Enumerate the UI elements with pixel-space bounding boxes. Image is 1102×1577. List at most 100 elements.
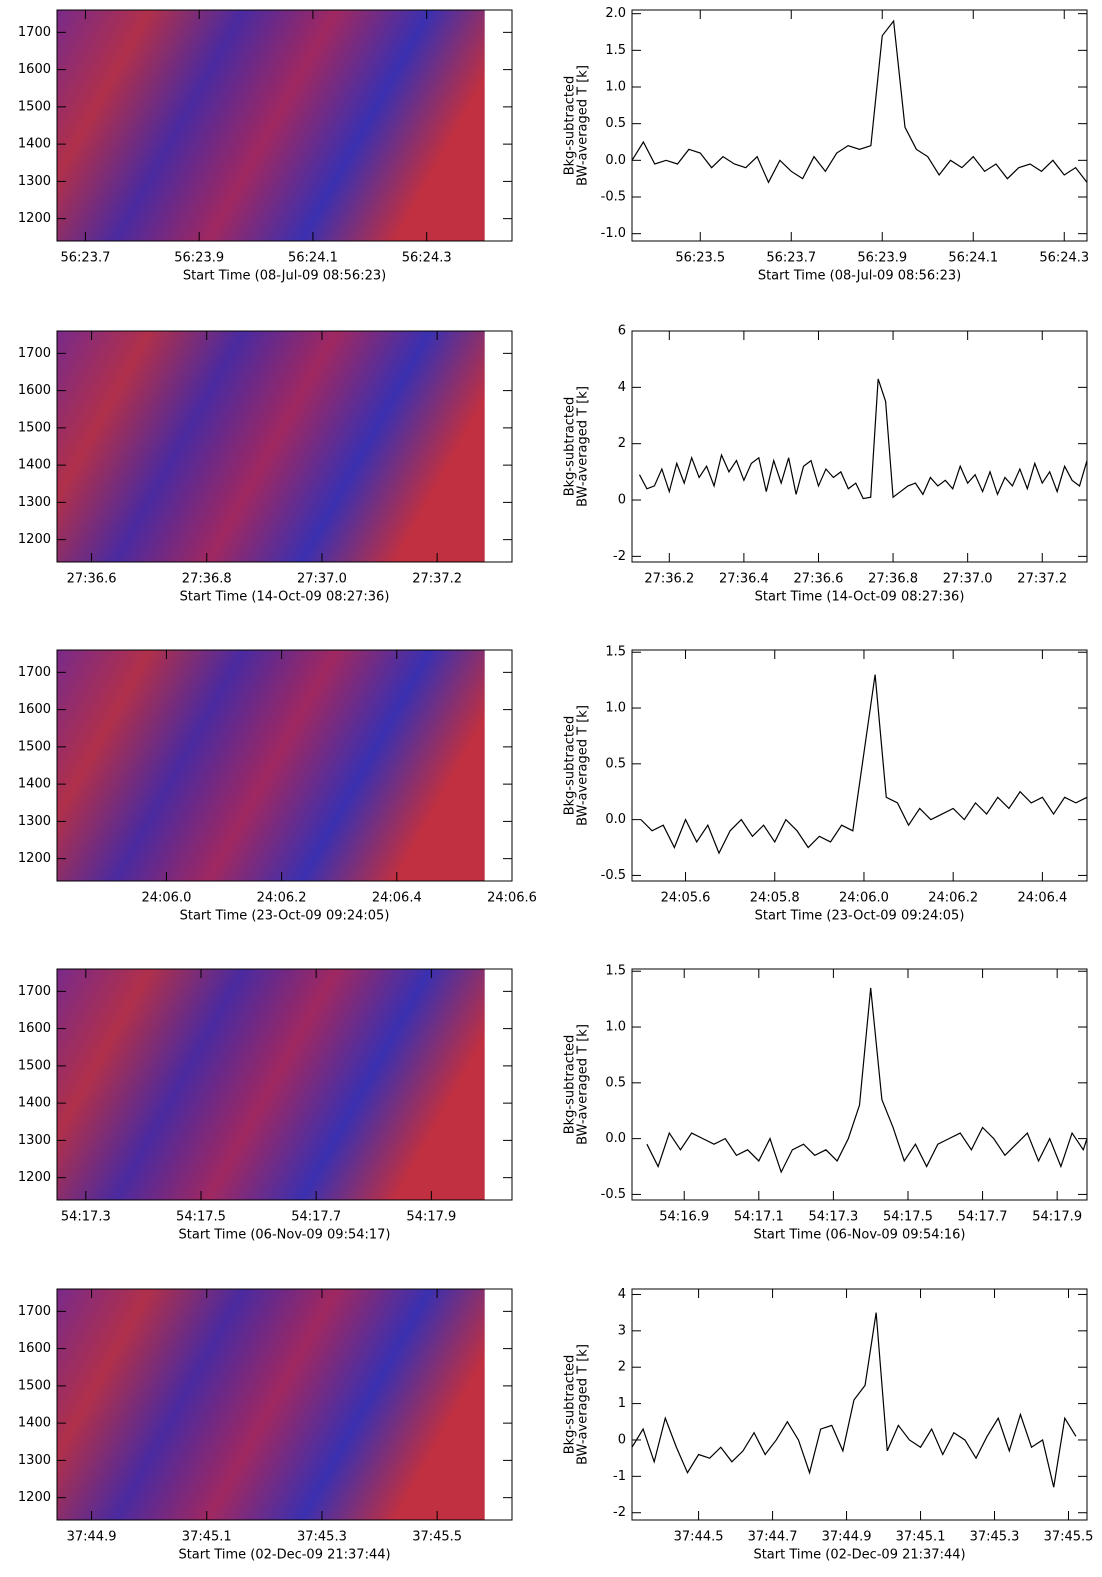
y-tick-label: 1.5 — [605, 964, 626, 979]
x-tick-label: 54:17.9 — [406, 1210, 456, 1225]
x-tick-label: 27:37.2 — [1017, 572, 1067, 587]
x-axis-label: Start Time (08-Jul-09 08:56:23) — [183, 269, 386, 284]
x-tick-label: 37:45.3 — [297, 1530, 347, 1545]
y-tick-label: 1400 — [18, 458, 51, 473]
x-tick-label: 37:45.5 — [1044, 1530, 1094, 1545]
y-tick-label: 1200 — [18, 851, 51, 866]
x-tick-label: 27:37.0 — [297, 572, 347, 587]
y-tick-label: 0.0 — [605, 153, 626, 168]
y-tick-label: 1400 — [18, 1416, 51, 1431]
y-tick-label: 1.5 — [605, 43, 626, 58]
x-tick-label: 27:36.2 — [644, 572, 694, 587]
y-tick-label: -1.0 — [601, 226, 626, 241]
x-tick-label: 54:17.5 — [176, 1210, 226, 1225]
y-tick-label: 1700 — [18, 1304, 51, 1319]
x-tick-label: 54:17.3 — [61, 1210, 111, 1225]
y-tick-label: 6 — [618, 324, 626, 339]
x-tick-label: 24:06.4 — [1017, 891, 1067, 906]
plot-frame — [631, 1288, 1088, 1521]
y-tick-label: 1600 — [18, 62, 51, 77]
x-tick-label: 54:17.7 — [291, 1210, 341, 1225]
x-tick-label: 37:45.1 — [182, 1530, 232, 1545]
plot-frame — [631, 649, 1088, 882]
spectrogram-image — [57, 331, 485, 562]
x-tick-label: 54:17.9 — [1032, 1210, 1082, 1225]
x-tick-label: 27:36.6 — [67, 572, 117, 587]
y-tick-label: -0.5 — [601, 1187, 626, 1202]
y-tick-label: 1.0 — [605, 80, 626, 95]
y-tick-label: -0.5 — [601, 868, 626, 883]
x-tick-label: 37:44.7 — [748, 1530, 798, 1545]
plot-frame — [631, 9, 1088, 242]
spectrogram-image — [57, 969, 485, 1200]
y-axis-label: BW-averaged T [k] — [576, 1024, 591, 1145]
y-tick-label: -1 — [613, 1469, 626, 1484]
x-tick-label: 27:36.4 — [719, 572, 769, 587]
y-tick-label: 1500 — [18, 99, 51, 114]
x-tick-label: 37:44.5 — [674, 1530, 724, 1545]
y-tick-label: 1500 — [18, 1378, 51, 1393]
plot-frame — [56, 1288, 513, 1521]
y-tick-label: 1.5 — [605, 645, 626, 660]
x-tick-label: 56:23.9 — [857, 251, 907, 266]
x-axis-label: Start Time (08-Jul-09 08:56:23) — [758, 269, 961, 284]
y-axis-label: Bkg-subtracted — [563, 76, 578, 176]
x-tick-label: 24:06.2 — [257, 891, 307, 906]
x-tick-label: 56:24.3 — [402, 251, 452, 266]
x-tick-label: 56:23.9 — [174, 251, 224, 266]
y-axis-label: Bkg-subtracted — [563, 1035, 578, 1135]
x-tick-label: 24:05.6 — [661, 891, 711, 906]
y-axis-label: BW-averaged T [k] — [576, 386, 591, 507]
x-axis-label: Start Time (14-Oct-09 08:27:36) — [180, 590, 390, 605]
x-tick-label: 54:16.9 — [659, 1210, 709, 1225]
y-tick-label: 1600 — [18, 1021, 51, 1036]
y-tick-label: 1200 — [18, 532, 51, 547]
y-tick-label: 1300 — [18, 1133, 51, 1148]
y-tick-label: 4 — [618, 1287, 626, 1302]
x-tick-label: 27:36.8 — [868, 572, 918, 587]
x-axis-label: Start Time (06-Nov-09 09:54:16) — [754, 1228, 966, 1243]
y-axis-label: BW-averaged T [k] — [576, 1344, 591, 1465]
y-tick-label: 1.0 — [605, 1020, 626, 1035]
x-tick-label: 27:36.8 — [182, 572, 232, 587]
y-axis-label: BW-averaged T [k] — [576, 65, 591, 186]
x-tick-label: 54:17.5 — [883, 1210, 933, 1225]
x-tick-label: 27:37.2 — [412, 572, 462, 587]
y-tick-label: 1700 — [18, 984, 51, 999]
data-line — [631, 1312, 1077, 1488]
y-tick-label: 1500 — [18, 420, 51, 435]
y-tick-label: 1600 — [18, 702, 51, 717]
y-tick-label: 1500 — [18, 739, 51, 754]
y-tick-label: 2 — [618, 1360, 626, 1375]
x-axis-label: Start Time (02-Dec-09 21:37:44) — [178, 1548, 390, 1563]
plot-frame — [56, 649, 513, 882]
y-axis-label: BW-averaged T [k] — [576, 705, 591, 826]
x-tick-label: 56:24.1 — [288, 251, 338, 266]
x-tick-label: 37:45.5 — [412, 1530, 462, 1545]
x-tick-label: 37:45.3 — [970, 1530, 1020, 1545]
y-tick-label: -0.5 — [601, 190, 626, 205]
y-tick-label: 2 — [618, 436, 626, 451]
x-axis-label: Start Time (06-Nov-09 09:54:17) — [179, 1228, 391, 1243]
y-tick-label: -2 — [613, 1505, 626, 1520]
y-tick-label: 1600 — [18, 1341, 51, 1356]
y-tick-label: 1700 — [18, 665, 51, 680]
x-tick-label: 24:05.8 — [750, 891, 800, 906]
y-tick-label: 1 — [618, 1396, 626, 1411]
x-axis-label: Start Time (23-Oct-09 09:24:05) — [180, 909, 390, 924]
y-tick-label: 0.5 — [605, 756, 626, 771]
x-tick-label: 37:45.1 — [896, 1530, 946, 1545]
x-axis-label: Start Time (14-Oct-09 08:27:36) — [755, 590, 965, 605]
y-tick-label: 1500 — [18, 1058, 51, 1073]
x-tick-label: 24:06.2 — [928, 891, 978, 906]
x-tick-label: 56:23.7 — [61, 251, 111, 266]
x-axis-label: Start Time (02-Dec-09 21:37:44) — [753, 1548, 965, 1563]
x-tick-label: 24:06.0 — [141, 891, 191, 906]
plot-frame — [56, 968, 513, 1201]
x-axis-label: Start Time (23-Oct-09 09:24:05) — [755, 909, 965, 924]
x-tick-label: 37:44.9 — [822, 1530, 872, 1545]
y-axis-label: Bkg-subtracted — [563, 716, 578, 816]
data-line — [646, 987, 1088, 1174]
x-tick-label: 56:23.5 — [675, 251, 725, 266]
y-tick-label: 1700 — [18, 25, 51, 40]
